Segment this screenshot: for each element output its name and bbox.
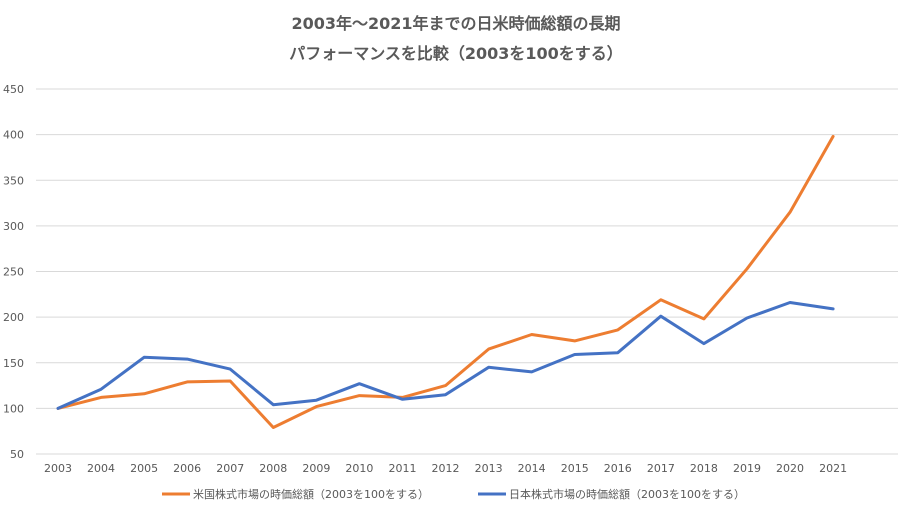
x-tick-label: 2004 [87, 462, 115, 475]
x-tick-label: 2006 [173, 462, 201, 475]
x-tick-label: 2014 [518, 462, 546, 475]
x-tick-label: 2021 [819, 462, 847, 475]
x-tick-label: 2019 [733, 462, 761, 475]
x-tick-label: 2016 [604, 462, 632, 475]
x-tick-label: 2003 [44, 462, 72, 475]
x-axis-ticks: 2003 2004 2005 2006 2007 2008 2009 2010 2011 2012… [44, 462, 847, 475]
series-line-japan [56, 301, 835, 410]
legend: 米国株式市場の時価総額（2003を100をする） 日本株式市場の時価総額（2003… [162, 487, 745, 501]
x-tick-label: 2013 [475, 462, 503, 475]
x-tick-label: 2005 [130, 462, 158, 475]
x-tick-label: 2008 [259, 462, 287, 475]
legend-label: 米国株式市場の時価総額（2003を100をする） [193, 487, 429, 501]
series-lines [56, 134, 835, 429]
y-tick-label: 100 [3, 402, 24, 415]
y-tick-label: 300 [3, 220, 24, 233]
x-tick-label: 2011 [388, 462, 416, 475]
y-tick-label: 400 [3, 129, 24, 142]
y-tick-label: 50 [10, 448, 24, 461]
chart-title-line-1: 2003年～2021年までの日米時価総額の長期 [291, 14, 621, 33]
x-tick-label: 2009 [302, 462, 330, 475]
x-tick-label: 2017 [647, 462, 675, 475]
gridlines [36, 88, 898, 455]
series-line-us [56, 134, 835, 429]
x-tick-label: 2020 [776, 462, 804, 475]
x-tick-label: 2010 [345, 462, 373, 475]
x-tick-label: 2015 [561, 462, 589, 475]
y-tick-label: 450 [3, 83, 24, 96]
legend-label: 日本株式市場の時価総額（2003を100をする） [509, 487, 745, 501]
y-tick-label: 250 [3, 266, 24, 279]
x-tick-label: 2007 [216, 462, 244, 475]
y-tick-label: 350 [3, 174, 24, 187]
y-tick-label: 150 [3, 357, 24, 370]
x-tick-label: 2012 [432, 462, 460, 475]
y-axis-ticks: 50 100 150 200 250 300 350 400 450 [3, 83, 24, 461]
y-tick-label: 200 [3, 311, 24, 324]
chart-title-line-2: パフォーマンスを比較（2003を100をする） [289, 44, 623, 63]
x-tick-label: 2018 [690, 462, 718, 475]
